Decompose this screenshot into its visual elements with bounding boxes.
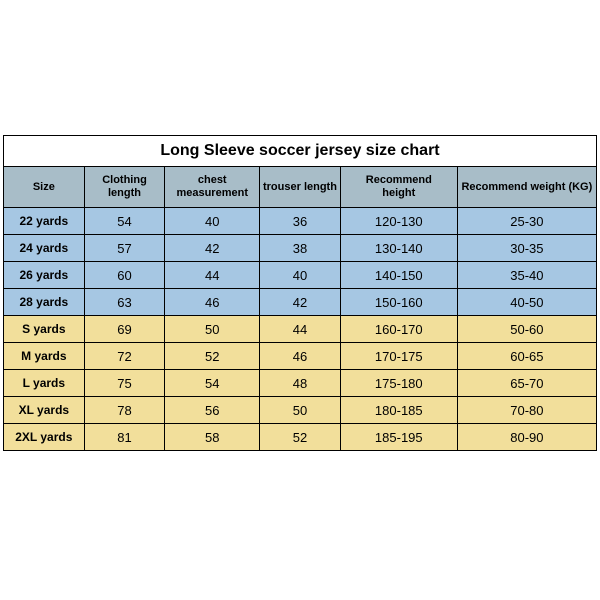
value-cell: 130-140 xyxy=(340,235,457,262)
value-cell: 54 xyxy=(165,370,260,397)
size-cell: XL yards xyxy=(4,397,85,424)
column-header: trouser length xyxy=(260,167,341,208)
value-cell: 150-160 xyxy=(340,289,457,316)
value-cell: 185-195 xyxy=(340,424,457,451)
value-cell: 36 xyxy=(260,208,341,235)
value-cell: 48 xyxy=(260,370,341,397)
size-chart-table: Long Sleeve soccer jersey size chart Siz… xyxy=(3,135,597,451)
value-cell: 40 xyxy=(260,262,341,289)
size-cell: M yards xyxy=(4,343,85,370)
value-cell: 25-30 xyxy=(457,208,596,235)
title-row: Long Sleeve soccer jersey size chart xyxy=(4,136,597,167)
table-row: L yards755448175-18065-70 xyxy=(4,370,597,397)
value-cell: 42 xyxy=(165,235,260,262)
value-cell: 46 xyxy=(165,289,260,316)
table-row: 26 yards604440140-15035-40 xyxy=(4,262,597,289)
value-cell: 60-65 xyxy=(457,343,596,370)
value-cell: 69 xyxy=(84,316,165,343)
value-cell: 46 xyxy=(260,343,341,370)
value-cell: 35-40 xyxy=(457,262,596,289)
header-row: SizeClothinglengthchest measurementtrous… xyxy=(4,167,597,208)
value-cell: 175-180 xyxy=(340,370,457,397)
size-cell: 24 yards xyxy=(4,235,85,262)
value-cell: 30-35 xyxy=(457,235,596,262)
value-cell: 52 xyxy=(165,343,260,370)
table-row: 22 yards544036120-13025-30 xyxy=(4,208,597,235)
value-cell: 70-80 xyxy=(457,397,596,424)
value-cell: 120-130 xyxy=(340,208,457,235)
table-row: S yards695044160-17050-60 xyxy=(4,316,597,343)
value-cell: 75 xyxy=(84,370,165,397)
column-header: Recommendheight xyxy=(340,167,457,208)
size-cell: 22 yards xyxy=(4,208,85,235)
size-cell: 2XL yards xyxy=(4,424,85,451)
value-cell: 40 xyxy=(165,208,260,235)
value-cell: 44 xyxy=(260,316,341,343)
column-header: Size xyxy=(4,167,85,208)
value-cell: 57 xyxy=(84,235,165,262)
value-cell: 81 xyxy=(84,424,165,451)
value-cell: 54 xyxy=(84,208,165,235)
size-cell: S yards xyxy=(4,316,85,343)
table-row: 24 yards574238130-14030-35 xyxy=(4,235,597,262)
value-cell: 160-170 xyxy=(340,316,457,343)
value-cell: 38 xyxy=(260,235,341,262)
size-chart-container: Long Sleeve soccer jersey size chart Siz… xyxy=(0,0,600,451)
value-cell: 65-70 xyxy=(457,370,596,397)
value-cell: 60 xyxy=(84,262,165,289)
table-row: 2XL yards815852185-19580-90 xyxy=(4,424,597,451)
value-cell: 78 xyxy=(84,397,165,424)
column-header: Clothinglength xyxy=(84,167,165,208)
table-body: 22 yards544036120-13025-3024 yards574238… xyxy=(4,208,597,451)
table-title: Long Sleeve soccer jersey size chart xyxy=(4,136,597,167)
value-cell: 63 xyxy=(84,289,165,316)
value-cell: 180-185 xyxy=(340,397,457,424)
value-cell: 72 xyxy=(84,343,165,370)
column-header: Recommend weight (KG) xyxy=(457,167,596,208)
size-cell: 28 yards xyxy=(4,289,85,316)
value-cell: 44 xyxy=(165,262,260,289)
value-cell: 56 xyxy=(165,397,260,424)
column-header: chest measurement xyxy=(165,167,260,208)
value-cell: 80-90 xyxy=(457,424,596,451)
value-cell: 50 xyxy=(260,397,341,424)
value-cell: 58 xyxy=(165,424,260,451)
value-cell: 40-50 xyxy=(457,289,596,316)
value-cell: 50 xyxy=(165,316,260,343)
table-head: Long Sleeve soccer jersey size chart Siz… xyxy=(4,136,597,208)
table-row: M yards725246170-17560-65 xyxy=(4,343,597,370)
size-cell: 26 yards xyxy=(4,262,85,289)
value-cell: 140-150 xyxy=(340,262,457,289)
table-row: XL yards785650180-18570-80 xyxy=(4,397,597,424)
table-row: 28 yards634642150-16040-50 xyxy=(4,289,597,316)
value-cell: 50-60 xyxy=(457,316,596,343)
value-cell: 42 xyxy=(260,289,341,316)
value-cell: 52 xyxy=(260,424,341,451)
value-cell: 170-175 xyxy=(340,343,457,370)
size-cell: L yards xyxy=(4,370,85,397)
